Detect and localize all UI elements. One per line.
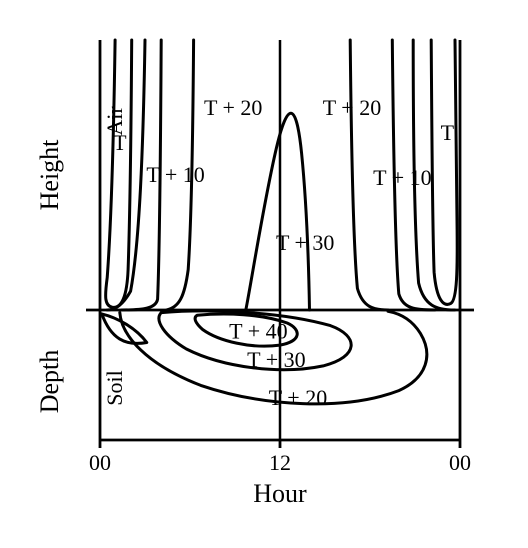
- x-axis-title: Hour: [253, 479, 307, 508]
- contour-label-u-T20-left: T + 20: [204, 95, 262, 120]
- medium-soil-label: Soil: [102, 370, 127, 405]
- y-upper-title: Height: [35, 139, 64, 211]
- contour-label-u-T10-left: T + 10: [146, 162, 204, 187]
- soil-contour-label-s-T30: T + 30: [247, 347, 305, 372]
- contour-label-u-T10-right: T + 10: [373, 165, 431, 190]
- x-tick-label: 12: [269, 450, 291, 475]
- contour-label-u-T30-peak: T + 30: [276, 230, 334, 255]
- x-tick-label: 00: [89, 450, 111, 475]
- soil-contour-label-s-T40: T + 40: [229, 319, 287, 344]
- diagram-svg: 001200HourHeightDepthAirSoilTT + 10T + 2…: [0, 0, 528, 548]
- contour-label-u-T-right: T: [441, 120, 455, 145]
- isotherm-diagram: { "canvas": { "width": 528, "height": 54…: [0, 0, 528, 548]
- contour-label-u-T-left: T: [113, 130, 127, 155]
- contour-label-u-T20-right: T + 20: [323, 95, 381, 120]
- soil-contour-label-s-T20: T + 20: [269, 385, 327, 410]
- x-tick-label: 00: [449, 450, 471, 475]
- y-lower-title: Depth: [35, 350, 64, 414]
